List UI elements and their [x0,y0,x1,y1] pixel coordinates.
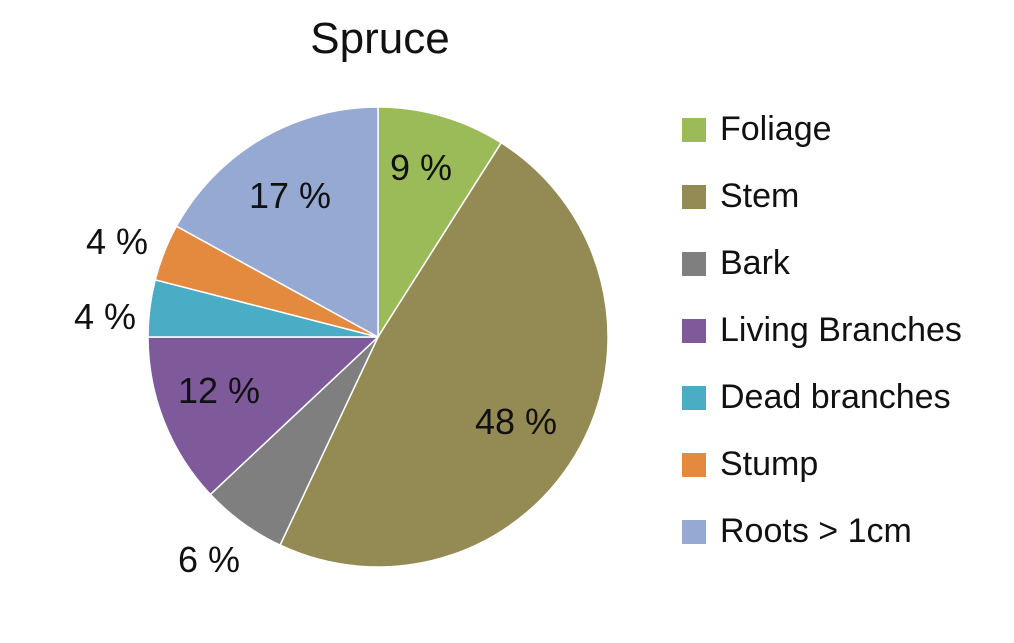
legend-swatch [682,453,706,477]
data-label-bark: 6 % [178,539,240,580]
legend-label: Stump [720,445,819,483]
legend-label: Bark [720,244,790,282]
legend-label: Roots > 1cm [720,512,912,550]
pie-slice-foliage [377,106,503,340]
legend-swatch [682,118,706,142]
data-label-stump: 4 % [86,221,148,262]
legend-label: Foliage [720,110,832,148]
data-label-roots-1cm: 17 % [249,175,331,216]
pie-slice-living-branches [147,336,380,496]
chart-title: Spruce [310,14,450,63]
legend-swatch [682,252,706,276]
pie-slice-roots-1cm [175,106,379,339]
legend-swatch [682,185,706,209]
data-label-dead-branches: 4 % [74,296,136,337]
legend-label: Stem [720,177,800,215]
legend-swatch [682,520,706,544]
legend-swatch [682,319,706,343]
legend-label: Living Branches [720,311,962,349]
legend-swatch [682,386,706,410]
legend-label: Dead branches [720,378,951,416]
data-label-stem: 48 % [475,401,557,442]
data-label-foliage: 9 % [390,147,452,188]
pie-slice-stem [279,141,609,568]
data-label-living-branches: 12 % [178,370,260,411]
